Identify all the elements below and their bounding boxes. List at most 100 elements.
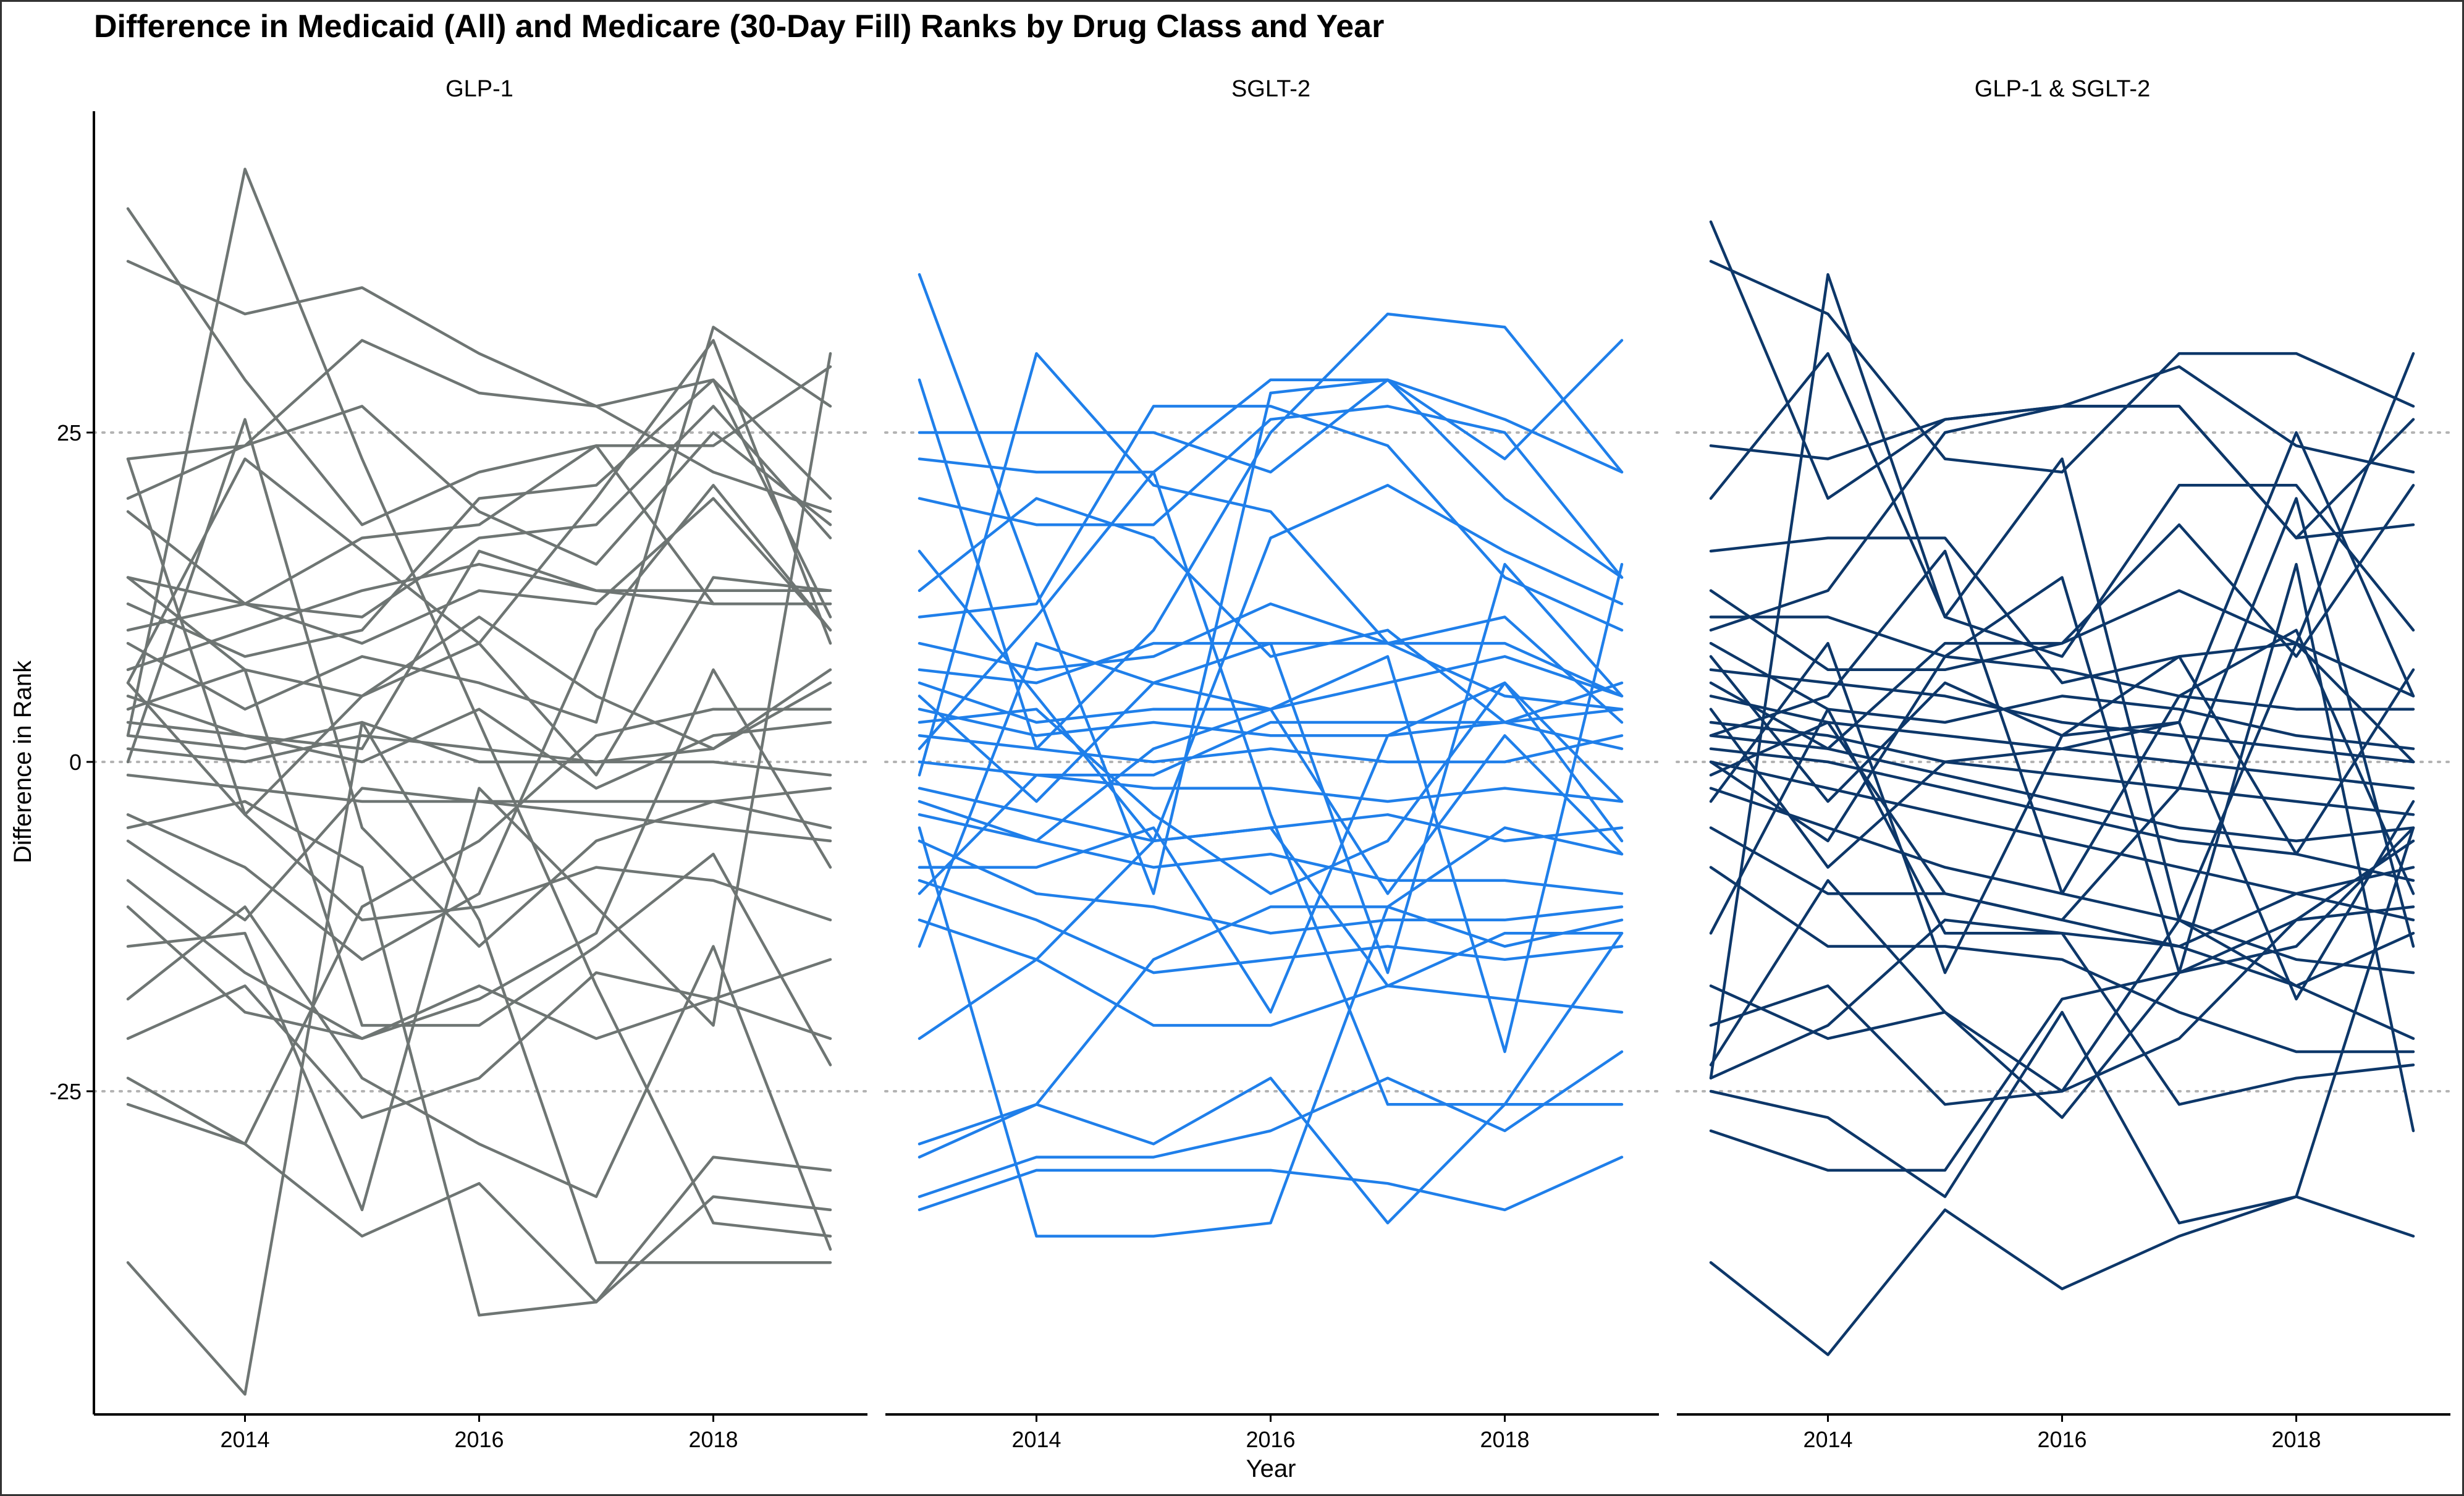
series-line — [126, 721, 832, 1396]
series-line — [918, 562, 1624, 1054]
y-axis-title: Difference in Rank — [9, 660, 36, 863]
series-line — [126, 905, 832, 1040]
series-lines — [918, 273, 1624, 1238]
x-tick-label: 2014 — [1803, 1427, 1852, 1452]
x-tick-label: 2016 — [454, 1427, 504, 1452]
series-line — [918, 1156, 1624, 1212]
x-tick-label: 2016 — [2037, 1427, 2086, 1452]
series-line — [1709, 708, 2415, 1106]
series-line — [126, 708, 832, 790]
series-line — [126, 457, 832, 922]
series-line — [918, 879, 1624, 974]
series-line — [126, 1103, 832, 1304]
series-line — [126, 905, 832, 1251]
series-line — [918, 708, 1624, 895]
series-line — [1709, 1195, 2415, 1356]
series-lines — [1709, 220, 2415, 1356]
series-line — [126, 787, 832, 922]
facet-glp1: GLP-1 2014 2016 2018 -25 0 25 — [49, 76, 869, 1452]
x-tick-label: 2014 — [220, 1427, 269, 1452]
series-line — [918, 760, 1624, 803]
series-line — [1709, 273, 2415, 1080]
reference-lines — [93, 431, 869, 1092]
series-line — [1709, 220, 2415, 539]
series-line — [126, 734, 832, 777]
series-line — [1709, 826, 2415, 1225]
series-line — [918, 352, 1624, 777]
series-line — [1709, 405, 2415, 632]
facet-sglt2: SGLT-2 2014 2016 2018 — [884, 76, 1660, 1452]
chart-title: Difference in Medicaid (All) and Medicar… — [94, 9, 1384, 44]
reference-lines — [884, 431, 1660, 1092]
series-line — [918, 484, 1624, 843]
series-line — [918, 721, 1624, 895]
series-line — [1709, 918, 2415, 1106]
series-line — [1709, 352, 2415, 658]
series-line — [126, 576, 832, 1067]
series-line — [1709, 905, 2415, 1172]
series-line — [918, 839, 1624, 935]
series-line — [1709, 260, 2415, 474]
facet-label-glp1: GLP-1 — [445, 76, 513, 102]
series-line — [126, 352, 832, 1212]
y-tick-label: -25 — [49, 1079, 82, 1104]
series-line — [126, 484, 832, 961]
series-line — [1709, 497, 2415, 948]
series-line — [126, 497, 832, 645]
y-tick-label: 25 — [57, 420, 82, 446]
series-line — [126, 800, 832, 1317]
series-line — [1709, 615, 2415, 711]
series-line — [126, 668, 832, 1040]
series-line — [918, 734, 1624, 764]
series-line — [126, 774, 832, 843]
axis-ticks: 2014 2016 2018 — [1011, 1414, 1530, 1452]
series-line — [1709, 866, 2415, 1054]
x-tick-label: 2018 — [2271, 1427, 2321, 1452]
facet-label-glp1-sglt2: GLP-1 & SGLT-2 — [1975, 76, 2150, 102]
series-line — [126, 260, 832, 513]
series-line — [126, 326, 832, 724]
series-line — [126, 167, 832, 1238]
series-line — [1709, 721, 2415, 816]
series-line — [1709, 826, 2415, 1119]
series-line — [918, 562, 1624, 974]
series-line — [918, 931, 1624, 1225]
series-line — [918, 273, 1624, 895]
series-line — [126, 562, 832, 672]
series-line — [918, 405, 1624, 632]
series-line — [1709, 484, 2415, 750]
series-line — [918, 378, 1624, 474]
series-line — [918, 826, 1624, 1040]
axis-ticks: 2014 2016 2018 — [1803, 1414, 2321, 1452]
series-line — [1709, 641, 2415, 1001]
series-line — [918, 1050, 1624, 1198]
series-line — [918, 470, 1624, 1106]
series-line — [126, 958, 832, 1119]
x-tick-label: 2016 — [1246, 1427, 1295, 1452]
series-line — [918, 405, 1624, 579]
series-line — [126, 681, 832, 764]
series-line — [126, 405, 832, 566]
x-tick-label: 2014 — [1011, 1427, 1061, 1452]
series-line — [918, 602, 1624, 724]
x-axis-title: Year — [1246, 1455, 1296, 1482]
y-tick-label: 0 — [69, 750, 82, 775]
series-line — [1709, 549, 2415, 895]
series-line — [918, 681, 1624, 895]
series-lines — [126, 167, 832, 1396]
series-line — [1709, 562, 2415, 1133]
series-line — [126, 457, 832, 777]
series-line — [126, 378, 832, 658]
facet-label-sglt2: SGLT-2 — [1231, 76, 1310, 102]
x-tick-label: 2018 — [688, 1427, 738, 1452]
series-line — [918, 339, 1624, 474]
series-line — [1709, 747, 2415, 882]
series-line — [918, 641, 1624, 711]
series-line — [1709, 431, 2415, 869]
series-line — [918, 497, 1624, 724]
x-tick-label: 2018 — [1480, 1427, 1529, 1452]
series-line — [918, 826, 1624, 1238]
series-line — [1709, 839, 2415, 1093]
